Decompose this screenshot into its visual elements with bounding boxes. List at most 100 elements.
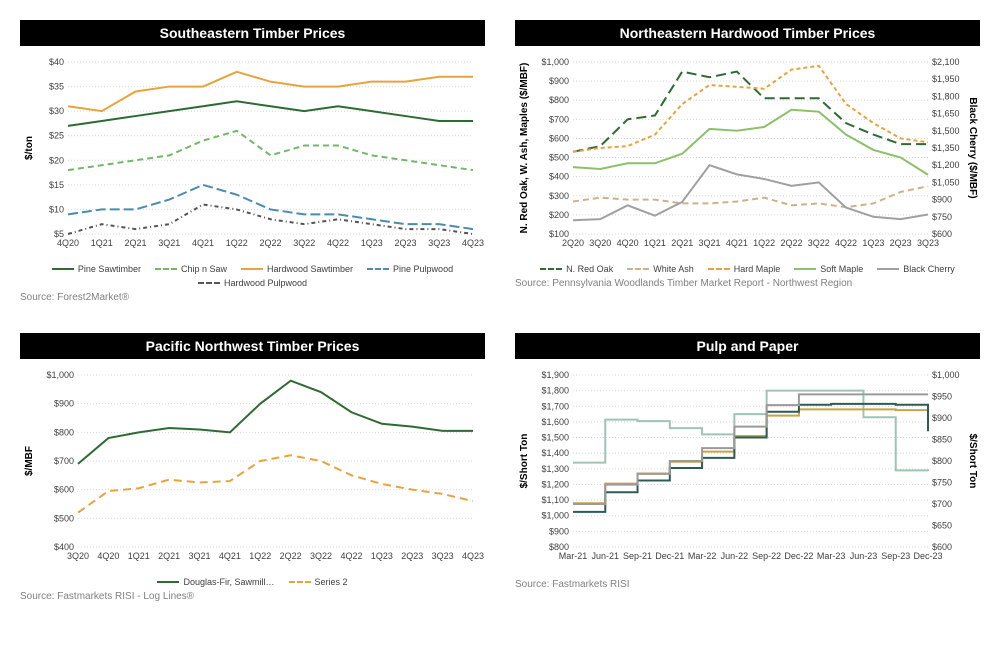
svg-text:$500: $500 (54, 513, 74, 523)
svg-text:$40: $40 (49, 57, 64, 67)
svg-text:2Q21: 2Q21 (158, 551, 180, 561)
svg-text:$/ton: $/ton (24, 136, 35, 160)
svg-text:$700: $700 (932, 499, 952, 509)
source-ne: Source: Pennsylvania Woodlands Timber Ma… (515, 278, 980, 289)
svg-text:$400: $400 (549, 172, 569, 182)
svg-text:$25: $25 (49, 131, 64, 141)
svg-text:$1,100: $1,100 (541, 495, 569, 505)
svg-text:$650: $650 (932, 521, 952, 531)
svg-text:$1,000: $1,000 (541, 57, 569, 67)
legend-item: Douglas-Fir, Sawmill… (157, 577, 274, 587)
title-pulp: Pulp and Paper (515, 333, 980, 359)
svg-text:Sep-22: Sep-22 (752, 551, 781, 561)
svg-text:$750: $750 (932, 478, 952, 488)
svg-text:$300: $300 (549, 191, 569, 201)
legend-item: Soft Maple (794, 264, 863, 274)
svg-text:$800: $800 (549, 95, 569, 105)
legend-item: Pine Sawtimber (52, 264, 141, 274)
legend-item: Black Cherry (877, 264, 955, 274)
chart-pulp: $800$900$1,000$1,100$1,200$1,300$1,400$1… (515, 365, 980, 575)
svg-text:4Q22: 4Q22 (835, 238, 857, 248)
svg-text:3Q23: 3Q23 (917, 238, 939, 248)
legend-item: Series 2 (289, 577, 348, 587)
svg-text:4Q21: 4Q21 (726, 238, 748, 248)
legend-pnw: Douglas-Fir, Sawmill… Series 2 (20, 577, 485, 587)
svg-text:$900: $900 (932, 413, 952, 423)
svg-text:Mar-21: Mar-21 (559, 551, 588, 561)
svg-text:3Q21: 3Q21 (699, 238, 721, 248)
legend-item: Hard Maple (708, 264, 781, 274)
svg-text:2Q22: 2Q22 (780, 238, 802, 248)
svg-text:$2,100: $2,100 (932, 57, 960, 67)
svg-text:N. Red Oak, W. Ash, Maples ($: N. Red Oak, W. Ash, Maples ($/MBF) (519, 63, 530, 234)
svg-text:4Q20: 4Q20 (617, 238, 639, 248)
legend-item: Pine Pulpwood (367, 264, 453, 274)
legend-item: Hardwood Pulpwood (198, 278, 307, 288)
svg-text:$900: $900 (549, 76, 569, 86)
svg-text:3Q23: 3Q23 (432, 551, 454, 561)
svg-text:2Q20: 2Q20 (562, 238, 584, 248)
svg-text:$900: $900 (549, 526, 569, 536)
svg-text:$800: $800 (54, 427, 74, 437)
svg-text:4Q20: 4Q20 (57, 238, 79, 248)
svg-text:$/Short Ton: $/Short Ton (519, 434, 530, 489)
svg-text:$/Short Ton: $/Short Ton (967, 434, 978, 489)
svg-text:Dec-22: Dec-22 (784, 551, 813, 561)
svg-text:$850: $850 (932, 435, 952, 445)
svg-text:1Q21: 1Q21 (91, 238, 113, 248)
svg-text:$1,000: $1,000 (932, 370, 960, 380)
svg-text:Jun-23: Jun-23 (850, 551, 878, 561)
svg-text:2Q23: 2Q23 (401, 551, 423, 561)
svg-text:3Q20: 3Q20 (67, 551, 89, 561)
svg-text:4Q21: 4Q21 (192, 238, 214, 248)
svg-text:Jun-22: Jun-22 (721, 551, 749, 561)
svg-text:$900: $900 (54, 399, 74, 409)
panel-se: Southeastern Timber Prices $5$10$15$20$2… (20, 20, 485, 303)
source-se: Source: Forest2Market® (20, 292, 485, 303)
svg-text:3Q21: 3Q21 (189, 551, 211, 561)
svg-text:$600: $600 (549, 133, 569, 143)
svg-text:Black Cherry ($/MBF): Black Cherry ($/MBF) (967, 97, 978, 198)
svg-text:$1,700: $1,700 (541, 401, 569, 411)
title-pnw: Pacific Northwest Timber Prices (20, 333, 485, 359)
svg-text:3Q22: 3Q22 (808, 238, 830, 248)
panel-ne: Northeastern Hardwood Timber Prices $100… (515, 20, 980, 303)
svg-text:$1,050: $1,050 (932, 177, 960, 187)
svg-text:2Q21: 2Q21 (671, 238, 693, 248)
svg-text:4Q23: 4Q23 (462, 551, 484, 561)
legend-item: Hardwood Sawtimber (241, 264, 353, 274)
svg-text:1Q23: 1Q23 (361, 238, 383, 248)
svg-text:$750: $750 (932, 212, 952, 222)
svg-text:$800: $800 (932, 456, 952, 466)
svg-text:$1,600: $1,600 (541, 417, 569, 427)
legend-ne: N. Red OakWhite AshHard MapleSoft MapleB… (515, 264, 980, 274)
svg-text:2Q22: 2Q22 (280, 551, 302, 561)
svg-text:$35: $35 (49, 82, 64, 92)
panel-pulp: Pulp and Paper $800$900$1,000$1,100$1,20… (515, 333, 980, 602)
svg-text:4Q22: 4Q22 (327, 238, 349, 248)
legend-item: Chip n Saw (155, 264, 227, 274)
legend-se: Pine Sawtimber Chip n Saw Hardwood Sawtimb… (20, 264, 485, 288)
svg-text:2Q21: 2Q21 (124, 238, 146, 248)
source-pulp: Source: Fastmarkets RISI (515, 579, 980, 590)
svg-text:$950: $950 (932, 392, 952, 402)
svg-text:1Q21: 1Q21 (644, 238, 666, 248)
source-pnw: Source: Fastmarkets RISI - Log Lines® (20, 591, 485, 602)
svg-text:Sep-21: Sep-21 (623, 551, 652, 561)
svg-text:$500: $500 (549, 153, 569, 163)
svg-text:Mar-23: Mar-23 (817, 551, 846, 561)
svg-text:$1,000: $1,000 (46, 370, 74, 380)
svg-text:1Q22: 1Q22 (226, 238, 248, 248)
svg-text:1Q22: 1Q22 (753, 238, 775, 248)
svg-text:$1,950: $1,950 (932, 74, 960, 84)
svg-text:$200: $200 (549, 210, 569, 220)
svg-text:4Q22: 4Q22 (340, 551, 362, 561)
svg-text:$1,400: $1,400 (541, 448, 569, 458)
svg-text:1Q21: 1Q21 (128, 551, 150, 561)
svg-text:4Q20: 4Q20 (97, 551, 119, 561)
svg-text:$1,200: $1,200 (932, 160, 960, 170)
svg-text:2Q22: 2Q22 (259, 238, 281, 248)
svg-text:$1,500: $1,500 (541, 433, 569, 443)
svg-text:3Q22: 3Q22 (293, 238, 315, 248)
svg-text:Dec-21: Dec-21 (655, 551, 684, 561)
